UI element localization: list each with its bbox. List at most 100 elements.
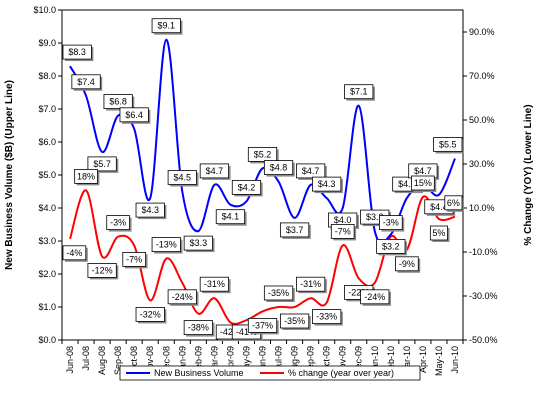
data-label-volume: $4.7 bbox=[414, 166, 432, 176]
legend-label-pct-change: % change (year over year) bbox=[288, 368, 394, 378]
data-label-volume: $4.7 bbox=[206, 166, 224, 176]
right-axis-tick-label: -10.0% bbox=[469, 247, 498, 257]
data-label-pct-change-box bbox=[167, 289, 197, 305]
right-axis-title: % Change (YOY) (Lower Line) bbox=[523, 104, 534, 245]
data-label-volume-box bbox=[376, 238, 406, 254]
x-axis-tick-label: Jan-09 bbox=[177, 346, 187, 374]
data-label-volume: $6.4 bbox=[125, 110, 143, 120]
data-label-volume: $4.2 bbox=[238, 182, 256, 192]
data-label-volume: $3.3 bbox=[190, 238, 208, 248]
x-axis-tick-label: Mar-10 bbox=[402, 346, 412, 375]
data-label-pct-change: 6% bbox=[447, 198, 460, 208]
data-label-volume-box bbox=[119, 107, 149, 123]
data-label-volume: $4.4 bbox=[430, 202, 448, 212]
x-axis-tick-label: Jul-09 bbox=[274, 346, 284, 371]
data-label-pct-change: -41% bbox=[236, 327, 257, 337]
data-label-volume-box bbox=[312, 176, 342, 192]
x-axis-tick-label: Sep-08 bbox=[113, 346, 123, 375]
data-label-volume: $4.5 bbox=[174, 173, 192, 183]
data-label-pct-change-box bbox=[279, 313, 310, 329]
data-label-volume: $5.7 bbox=[93, 159, 111, 169]
left-axis-tick-label: $0.0 bbox=[38, 335, 56, 345]
data-label-volume-box bbox=[215, 209, 246, 225]
data-label-pct-change: -4% bbox=[66, 248, 82, 258]
data-label-volume-box bbox=[71, 74, 101, 90]
x-axis-tick-label: Feb-10 bbox=[386, 346, 396, 375]
x-axis-tick-label: Jun-10 bbox=[450, 346, 460, 374]
left-axis-tick-label: $10.0 bbox=[33, 5, 56, 15]
data-label-volume: $9.1 bbox=[157, 21, 175, 31]
data-label-pct-change: -22% bbox=[348, 287, 369, 297]
data-label-pct-change-box bbox=[183, 320, 213, 336]
series-line-pct-change bbox=[69, 189, 456, 325]
data-label-pct-change: -38% bbox=[188, 323, 209, 333]
left-axis-tick-label: $3.0 bbox=[38, 236, 56, 246]
data-label-volume-box bbox=[231, 179, 262, 195]
x-axis-tick-label: Aug-08 bbox=[97, 346, 107, 375]
left-axis-tick-label: $5.0 bbox=[38, 170, 56, 180]
data-label-volume: $4.8 bbox=[270, 163, 288, 173]
left-axis-title: New Business Volume ($B) (Upper Line) bbox=[4, 80, 15, 270]
x-axis-tick-label: May-10 bbox=[434, 346, 444, 376]
data-label-pct-change-box bbox=[106, 215, 130, 231]
data-label-volume-box bbox=[344, 84, 374, 100]
data-label-pct-change: -31% bbox=[204, 279, 225, 289]
data-label-volume-box bbox=[62, 44, 92, 60]
data-label-pct-change-box bbox=[330, 223, 355, 239]
data-label-volume: $3.3 bbox=[366, 212, 384, 222]
left-axis-tick-label: $7.0 bbox=[38, 104, 56, 114]
right-axis-tick-label: 90.0% bbox=[469, 27, 495, 37]
left-axis-tick-label: $4.0 bbox=[38, 203, 56, 213]
data-label-pct-change-box bbox=[263, 285, 294, 301]
data-label-volume: $4.3 bbox=[141, 205, 159, 215]
data-label-volume-box bbox=[103, 94, 133, 109]
x-axis-tick-label: Jun-08 bbox=[65, 346, 75, 374]
right-axis-tick-label: 50.0% bbox=[469, 115, 495, 125]
left-axis-tick-label: $8.0 bbox=[38, 71, 56, 81]
data-label-volume-box bbox=[151, 18, 181, 34]
data-label-pct-change: -24% bbox=[364, 292, 385, 302]
plot-area bbox=[61, 9, 464, 341]
data-label-volume-box bbox=[167, 170, 197, 185]
data-label-volume-box bbox=[183, 235, 213, 251]
data-label-pct-change: 15% bbox=[414, 178, 432, 188]
x-axis-tick-label: Mar-09 bbox=[209, 346, 219, 375]
data-label-pct-change-box bbox=[122, 251, 146, 267]
data-label-volume: $4.7 bbox=[302, 166, 320, 176]
legend-label-new-business-volume: New Business Volume bbox=[154, 368, 244, 378]
x-axis-tick-label: Feb-09 bbox=[193, 346, 203, 375]
data-label-volume-box bbox=[263, 160, 294, 176]
data-label-volume: $4.0 bbox=[334, 215, 352, 225]
data-label-pct-change: 18% bbox=[77, 171, 95, 181]
data-label-volume: $4.3 bbox=[318, 179, 336, 189]
data-label-volume-box bbox=[296, 163, 326, 179]
data-label-pct-change-box bbox=[411, 175, 435, 191]
data-label-volume: $5.2 bbox=[254, 149, 272, 159]
data-label-pct-change-box bbox=[312, 309, 342, 325]
data-label-pct-change: -35% bbox=[284, 316, 305, 326]
data-label-volume-box bbox=[433, 137, 463, 152]
data-label-pct-change-box bbox=[379, 215, 403, 231]
data-label-pct-change-box bbox=[151, 237, 181, 253]
left-axis-tick-label: $2.0 bbox=[38, 269, 56, 279]
data-label-pct-change: -32% bbox=[140, 309, 161, 319]
x-axis-tick-label: Aug-09 bbox=[290, 346, 300, 375]
data-label-pct-change: -12% bbox=[92, 265, 113, 275]
data-label-pct-change-box bbox=[74, 168, 98, 184]
x-axis-tick-label: Sep-09 bbox=[306, 346, 316, 375]
data-label-pct-change: -7% bbox=[126, 254, 142, 264]
data-label-volume: $8.3 bbox=[68, 47, 86, 57]
data-label-volume-box bbox=[199, 163, 229, 179]
data-label-pct-change-box bbox=[87, 262, 117, 278]
x-axis-tick-label: Jan-10 bbox=[370, 346, 380, 374]
x-axis-tick-label: Dec-09 bbox=[354, 346, 364, 375]
data-label-pct-change-box bbox=[62, 245, 87, 261]
data-label-volume: $5.5 bbox=[439, 140, 457, 150]
data-label-volume: $3.2 bbox=[382, 241, 400, 251]
right-axis-tick-label: 70.0% bbox=[469, 71, 495, 81]
data-label-volume: $6.8 bbox=[109, 97, 127, 107]
data-label-pct-change-box bbox=[199, 276, 229, 292]
left-axis-tick-label: $6.0 bbox=[38, 137, 56, 147]
right-axis-tick-label: -30.0% bbox=[469, 291, 498, 301]
data-label-pct-change: -42% bbox=[220, 327, 241, 337]
